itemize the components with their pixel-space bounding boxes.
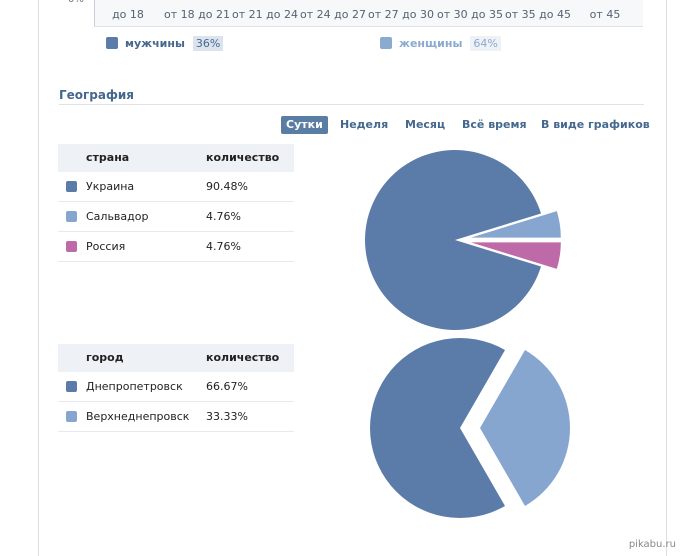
column-header-count: количество [206, 151, 280, 164]
age-tick: от 18 до 21 [164, 8, 230, 21]
table-row: Россия 4.76% [58, 232, 294, 262]
legend-male[interactable]: мужчины 36% [106, 35, 224, 51]
pie-slice-Сальвадор[interactable] [470, 211, 561, 238]
city-name: Днепропетровск [86, 380, 183, 393]
age-axis-zero-label: 0% [68, 0, 84, 5]
watermark: pikabu.ru [628, 539, 676, 550]
city-value: 66.67% [206, 380, 248, 393]
country-value: 90.48% [206, 180, 248, 193]
color-swatch [66, 181, 77, 192]
content-left-border [38, 0, 39, 556]
legend-male-label: мужчины [125, 36, 185, 50]
section-divider [59, 104, 644, 105]
age-tick: от 24 до 27 [300, 8, 366, 21]
legend-female-swatch [380, 37, 392, 49]
country-table: страна количество Украина 90.48% Сальвад… [58, 144, 294, 262]
tab-all-time[interactable]: Всё время [462, 118, 527, 131]
age-tick: от 30 до 35 [437, 8, 503, 21]
color-swatch [66, 211, 77, 222]
pie-slice-Днепропетровск[interactable] [370, 338, 506, 518]
column-header-country: страна [86, 151, 130, 164]
table-row: Верхнеднепровск 33.33% [58, 402, 294, 432]
country-name: Украина [86, 180, 135, 193]
age-tick: от 35 до 45 [505, 8, 571, 21]
legend-male-swatch [106, 37, 118, 49]
country-table-header: страна количество [58, 144, 294, 172]
tab-week[interactable]: Неделя [340, 118, 389, 131]
tab-month[interactable]: Месяц [405, 118, 446, 131]
country-value: 4.76% [206, 210, 241, 223]
city-name: Верхнеднепровск [86, 410, 190, 423]
city-value: 33.33% [206, 410, 248, 423]
city-table: город количество Днепропетровск 66.67% В… [58, 344, 294, 432]
color-swatch [66, 381, 77, 392]
color-swatch [66, 411, 77, 422]
country-value: 4.76% [206, 240, 241, 253]
table-row: Украина 90.48% [58, 172, 294, 202]
age-tick: от 27 до 30 [368, 8, 434, 21]
pie-slice-Россия[interactable] [470, 242, 561, 269]
table-row: Днепропетровск 66.67% [58, 372, 294, 402]
column-header-count: количество [206, 351, 280, 364]
country-name: Сальвадор [86, 210, 149, 223]
section-title-geography: География [59, 88, 135, 102]
city-table-header: город количество [58, 344, 294, 372]
country-name: Россия [86, 240, 126, 253]
table-row: Сальвадор 4.76% [58, 202, 294, 232]
legend-female[interactable]: женщины 64% [380, 35, 501, 51]
column-header-city: город [86, 351, 124, 364]
age-tick: от 21 до 24 [232, 8, 298, 21]
country-pie-chart [365, 150, 561, 330]
legend-male-pct: 36% [192, 35, 224, 51]
age-tick: от 45 [589, 8, 621, 21]
pie-slice-Верхнеднепровск[interactable] [480, 350, 570, 506]
legend-female-pct: 64% [470, 35, 501, 51]
age-tick: до 18 [112, 8, 144, 21]
tab-day[interactable]: Сутки [281, 116, 328, 134]
city-pie-chart [370, 338, 570, 518]
legend-female-label: женщины [399, 36, 463, 50]
pie-slice-Украина[interactable] [365, 150, 542, 330]
color-swatch [66, 241, 77, 252]
age-axis: до 18 от 18 до 21 от 21 до 24 от 24 до 2… [94, 0, 643, 27]
tab-as-graphs[interactable]: В виде графиков [541, 118, 650, 131]
content-right-border [666, 0, 667, 556]
